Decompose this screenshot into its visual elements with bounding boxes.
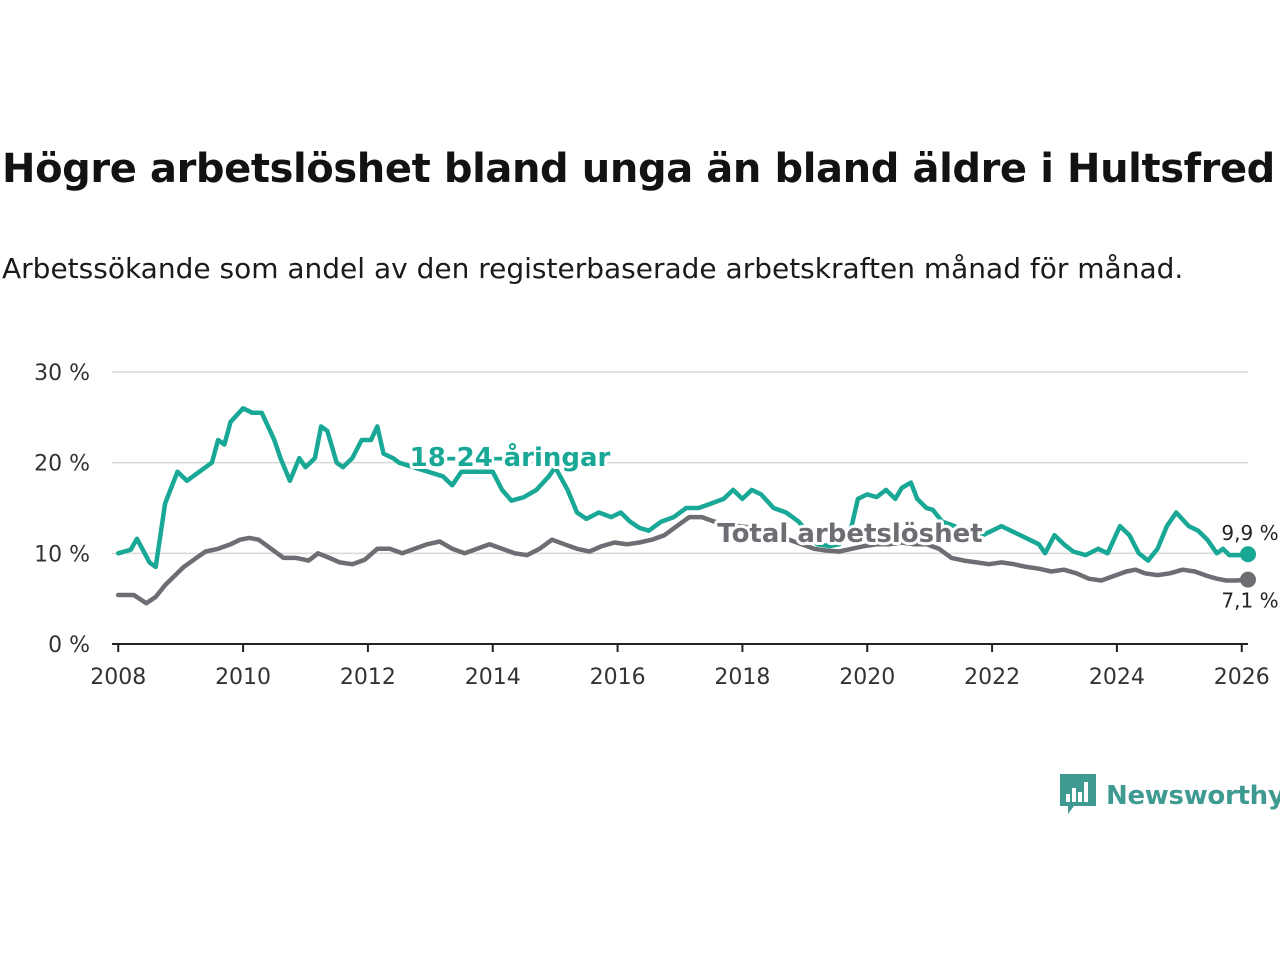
newsworthy-logo-icon <box>1058 772 1098 820</box>
series-labels: 9,9 % 7,1 % 18-24-åringar Total arbetslöshe… <box>407 438 1279 613</box>
chart-subtitle: Arbetssökande som andel av den registerb… <box>2 252 1184 285</box>
x-tick-label: 2014 <box>465 665 521 690</box>
x-tick-label: 2024 <box>1089 665 1145 690</box>
x-tick-label: 2022 <box>964 665 1020 690</box>
series-line-total <box>115 514 1251 606</box>
x-tick-label: 2010 <box>215 665 271 690</box>
x-tick-label: 2018 <box>714 665 770 690</box>
end-label-18-24: 9,9 % <box>1221 521 1278 545</box>
y-tick-label: 0 % <box>48 633 90 658</box>
end-label-total: 7,1 % <box>1221 589 1278 613</box>
brand-name: Newsworthy <box>1106 781 1280 811</box>
x-axis: 2008 2010 2012 2014 2016 2018 2020 2022 2024 2026 <box>90 643 1270 690</box>
x-tick-label: 2008 <box>90 665 146 690</box>
y-tick-label: 20 % <box>34 452 90 477</box>
series-label-18-24: 18-24-åringar <box>410 441 611 473</box>
chart-title: Högre arbetslöshet bland unga än bland ä… <box>2 146 1275 192</box>
series-lines <box>115 406 1256 606</box>
series-label-total: Total arbetslöshet <box>717 519 982 549</box>
y-tick-label: 30 % <box>34 361 90 386</box>
end-point-18-24 <box>1240 546 1256 563</box>
series-line-18-24 <box>115 406 1251 570</box>
x-tick-label: 2020 <box>839 665 895 690</box>
x-tick-label: 2016 <box>590 665 646 690</box>
y-axis-ticks: 0 % 10 % 20 % 30 % <box>34 361 90 658</box>
x-tick-label: 2012 <box>340 665 396 690</box>
y-tick-label: 10 % <box>34 542 90 567</box>
brand-logo: Newsworthy <box>1058 774 1280 818</box>
x-tick-label: 2026 <box>1214 665 1270 690</box>
end-point-total <box>1240 571 1256 588</box>
